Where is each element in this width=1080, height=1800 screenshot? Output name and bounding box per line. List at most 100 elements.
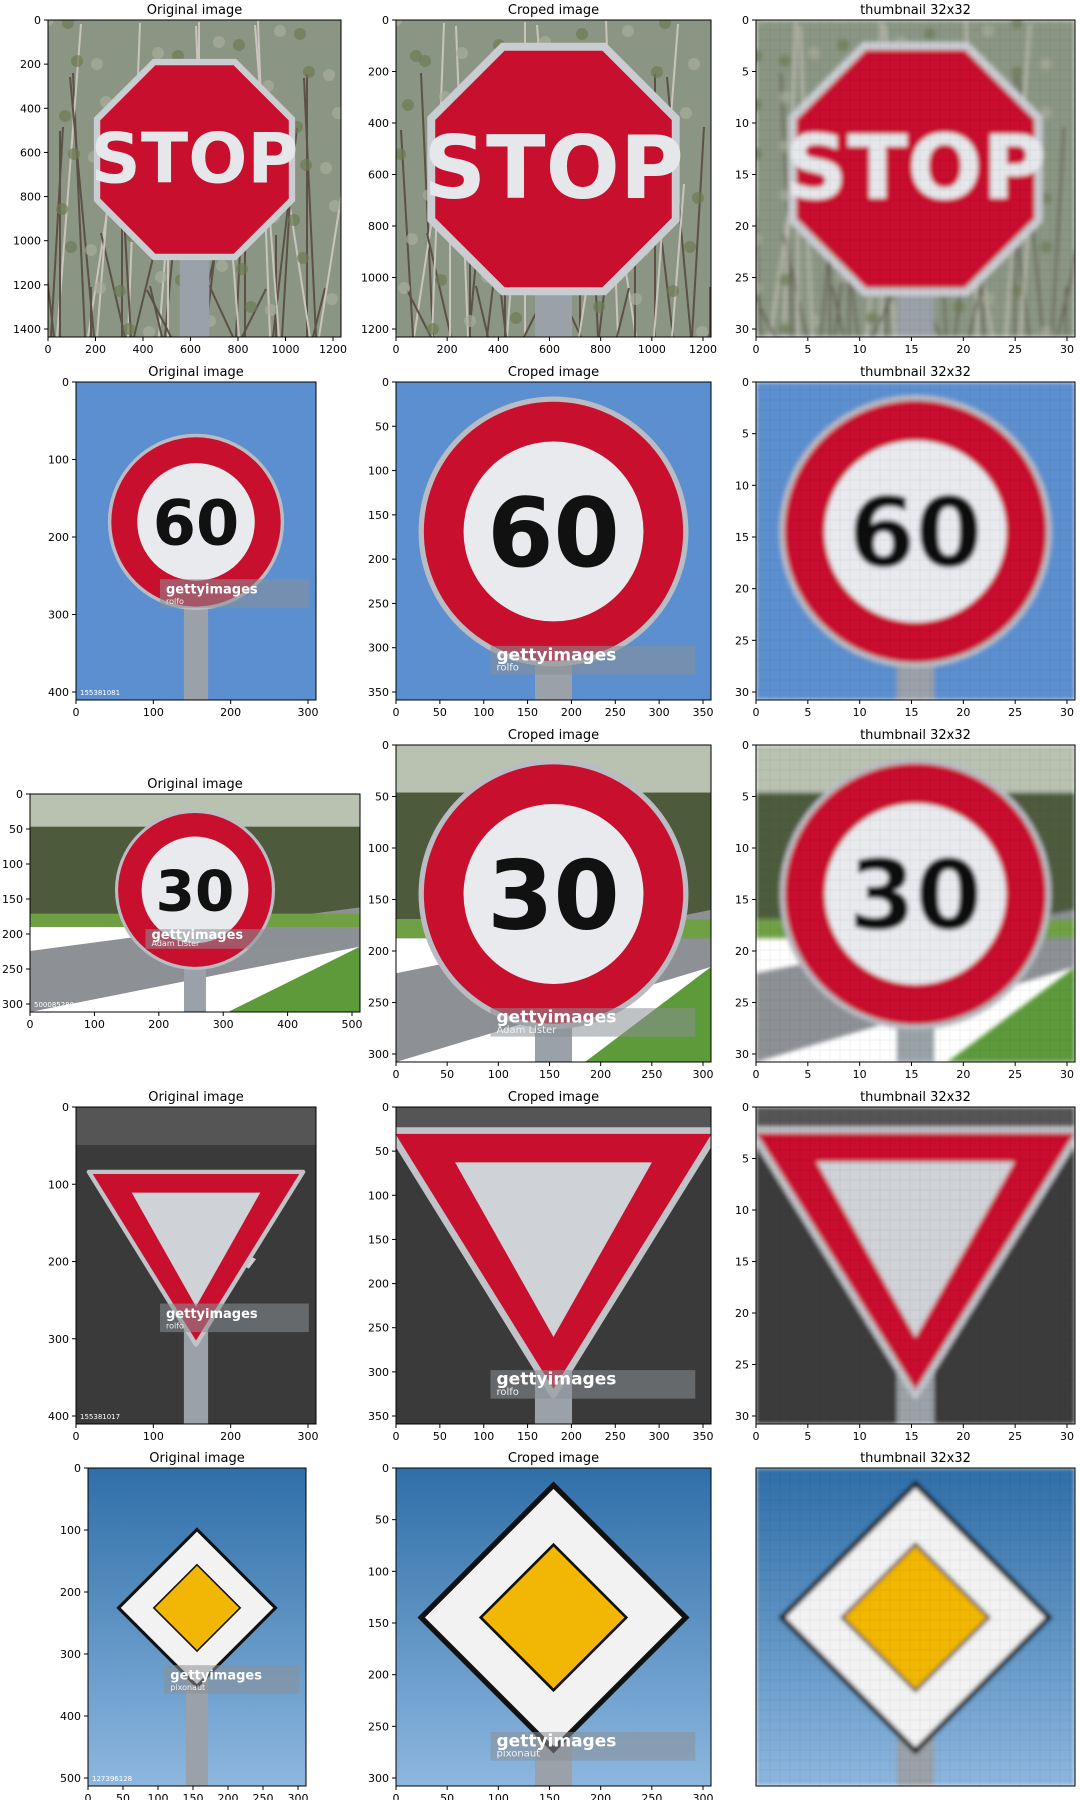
y-tick-label: 150 — [2, 893, 23, 906]
x-tick-label: 0 — [753, 706, 760, 719]
x-tick-label: 15 — [905, 343, 919, 356]
x-tick-label: 20 — [956, 1068, 970, 1081]
y-tick-label: 250 — [368, 997, 389, 1010]
x-tick-label: 30 — [1060, 343, 1074, 356]
y-tick-label: 200 — [368, 553, 389, 566]
x-tick-label: 600 — [539, 343, 560, 356]
y-tick-label: 300 — [368, 1772, 389, 1785]
x-tick-label: 1000 — [272, 343, 300, 356]
axes-frame — [29, 793, 361, 1013]
x-tick-label: 400 — [133, 343, 154, 356]
x-tick-label: 10 — [853, 1068, 867, 1081]
image-id: 500085280 — [34, 1001, 74, 1009]
y-tick-label: 10 — [735, 842, 749, 855]
axes-frame — [395, 1467, 712, 1787]
x-tick-label: 0 — [85, 1792, 92, 1800]
x-tick-label: 250 — [641, 1068, 662, 1081]
y-tick-label: 400 — [48, 1410, 69, 1423]
y-tick-label: 25 — [735, 997, 749, 1010]
y-tick-label: 30 — [735, 323, 749, 336]
y-tick-label: 200 — [368, 66, 389, 79]
x-tick-label: 30 — [1060, 706, 1074, 719]
y-tick-label: 0 — [742, 14, 749, 27]
x-tick-label: 25 — [1008, 1430, 1022, 1443]
axes-frame — [395, 1106, 712, 1425]
watermark-brand: gettyimages — [497, 1007, 617, 1027]
x-tick-label: 100 — [473, 706, 494, 719]
x-tick-label: 100 — [488, 1068, 509, 1081]
axes-frame — [755, 744, 1076, 1063]
y-tick-label: 100 — [368, 1565, 389, 1578]
x-tick-label: 200 — [561, 1430, 582, 1443]
x-tick-label: 200 — [85, 343, 106, 356]
x-tick-label: 150 — [539, 1068, 560, 1081]
image — [88, 1468, 306, 1786]
image: STOP — [396, 20, 711, 337]
y-tick-label: 1200 — [361, 323, 389, 336]
y-tick-label: 20 — [735, 583, 749, 596]
panel-row3-thumb: 30051015202530051015202530thumbnail 32x3… — [735, 728, 1076, 1081]
y-tick-label: 1400 — [13, 323, 41, 336]
image: 30 — [30, 794, 360, 1012]
watermark-band — [490, 645, 696, 675]
y-tick-label: 350 — [368, 686, 389, 699]
x-tick-label: 0 — [393, 706, 400, 719]
image: STOP — [48, 20, 341, 337]
panel-title: thumbnail 32x32 — [860, 1451, 971, 1466]
x-tick-label: 1200 — [689, 343, 717, 356]
x-tick-label: 250 — [605, 1430, 626, 1443]
x-tick-label: 0 — [73, 706, 80, 719]
x-tick-label: 15 — [905, 1068, 919, 1081]
y-tick-label: 0 — [382, 739, 389, 752]
y-tick-label: 250 — [368, 597, 389, 610]
y-tick-label: 0 — [382, 14, 389, 27]
y-tick-label: 300 — [368, 1048, 389, 1061]
sign-text: STOP — [423, 117, 684, 219]
y-tick-label: 300 — [48, 609, 69, 622]
x-tick-label: 300 — [693, 1068, 714, 1081]
y-tick-label: 0 — [742, 1101, 749, 1114]
x-tick-label: 25 — [1008, 1068, 1022, 1081]
x-tick-label: 200 — [437, 343, 458, 356]
y-tick-label: 15 — [735, 531, 749, 544]
sign-text: 30 — [487, 841, 620, 951]
watermark-credit: rolfo — [166, 597, 184, 606]
y-tick-label: 5 — [742, 1153, 749, 1166]
y-tick-label: 20 — [735, 945, 749, 958]
y-tick-label: 200 — [368, 945, 389, 958]
x-tick-label: 300 — [288, 1792, 309, 1800]
y-tick-label: 300 — [60, 1648, 81, 1661]
panel-title: Croped image — [508, 3, 599, 18]
axes-frame — [755, 19, 1076, 338]
x-tick-label: 5 — [804, 343, 811, 356]
x-tick-label: 100 — [473, 1430, 494, 1443]
x-tick-label: 0 — [393, 1430, 400, 1443]
y-tick-label: 10 — [735, 117, 749, 130]
y-tick-label: 15 — [735, 894, 749, 907]
watermark-credit: Adam Lister — [497, 1025, 558, 1036]
x-tick-label: 0 — [393, 1792, 400, 1800]
watermark-band — [490, 1008, 696, 1037]
panel-row4-thumb: 0 5 10 15 20 25 30 0 5 10 15 20 25 30 thumbnail 32x32 — [735, 1090, 1076, 1443]
image — [396, 1107, 711, 1424]
sign-text: 30 — [156, 859, 235, 924]
y-tick-label: 1000 — [13, 235, 41, 248]
watermark-credit: pixonaut — [497, 1749, 541, 1760]
x-tick-label: 200 — [561, 706, 582, 719]
x-tick-label: 200 — [590, 1792, 611, 1800]
y-tick-label: 400 — [48, 686, 69, 699]
x-tick-label: 20 — [956, 1430, 970, 1443]
y-tick-label: 30 — [735, 1410, 749, 1423]
y-tick-label: 30 — [735, 1048, 749, 1061]
x-tick-label: 0 — [45, 343, 52, 356]
panel-row2-thumb: 60051015202530051015202530thumbnail 32x3… — [735, 365, 1076, 719]
x-tick-label: 50 — [433, 1430, 447, 1443]
y-tick-label: 20 — [735, 220, 749, 233]
panel-title: Croped image — [508, 1090, 599, 1105]
x-tick-label: 400 — [488, 343, 509, 356]
